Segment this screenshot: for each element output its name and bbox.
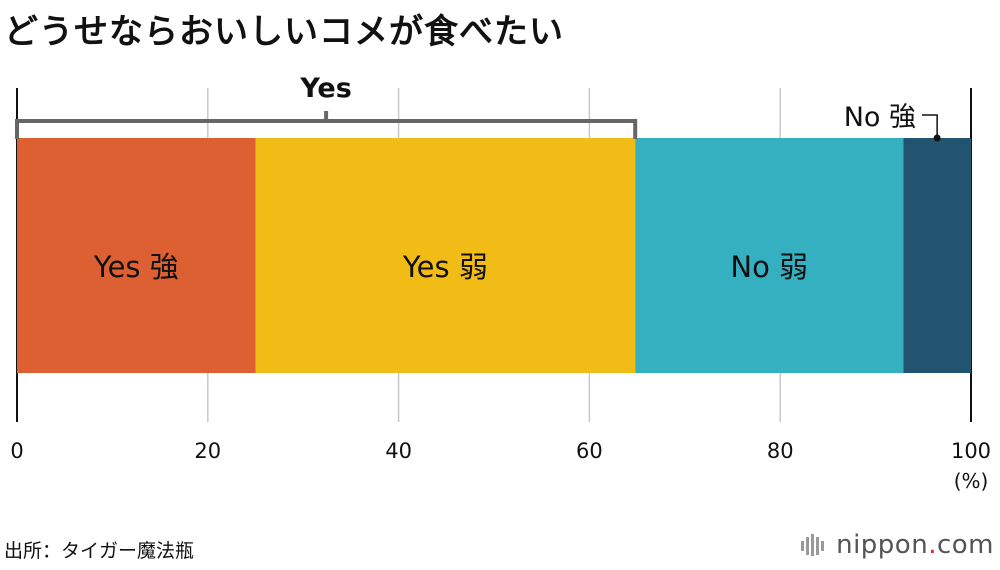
bar-segment-2	[255, 138, 636, 373]
segment-label-1: Yes 強	[93, 250, 179, 284]
nippon-logo: nippon.com	[800, 530, 994, 560]
bar-segment-4	[903, 138, 971, 373]
chart-title: どうせならおいしいコメが食べたい	[4, 12, 564, 52]
segment-labels: Yes 強 Yes 弱 No 弱 No 強	[93, 102, 941, 284]
bracket-line	[15, 111, 638, 139]
logo-tld: com	[936, 530, 994, 560]
yes-bracket: Yes	[15, 73, 638, 139]
x-axis-ticks: 0 20 40 60 80 100 (%)	[10, 439, 991, 493]
tick-label-100: 100	[951, 439, 991, 463]
tick-label-0: 0	[10, 439, 23, 463]
tick-label-60: 60	[576, 439, 603, 463]
tick-label-80: 80	[767, 439, 794, 463]
unit-label: (%)	[954, 469, 989, 493]
bracket-label: Yes	[299, 73, 351, 104]
segment-label-4: No 強	[844, 102, 916, 133]
tick-label-40: 40	[385, 439, 412, 463]
bar-segments	[17, 138, 971, 373]
tick-label-20: 20	[194, 439, 221, 463]
bar-segment-3	[635, 138, 904, 373]
segment-label-2: Yes 弱	[402, 250, 488, 284]
logo-dot: .	[928, 530, 937, 560]
source-note: 出所：タイガー魔法瓶	[4, 540, 195, 562]
logo-name: nippon	[836, 530, 929, 560]
bamboo-logo-icon	[801, 534, 825, 556]
bar-segment-1	[17, 138, 256, 373]
segment-label-3: No 弱	[730, 250, 808, 284]
callout-dot	[933, 134, 941, 142]
logo-text: nippon.com	[836, 530, 994, 560]
callout-line	[922, 114, 938, 138]
